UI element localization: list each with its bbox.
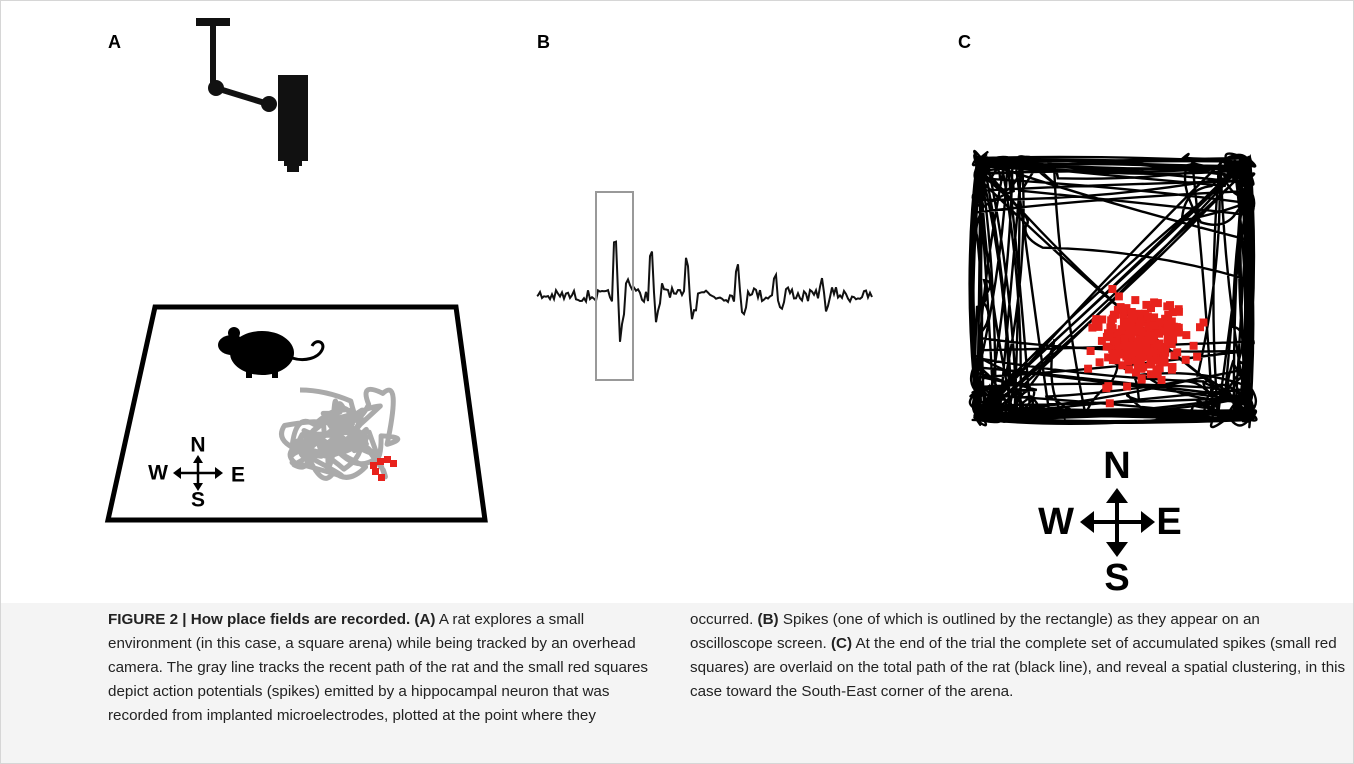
rat bbox=[218, 327, 323, 378]
spike bbox=[1127, 350, 1135, 358]
spike bbox=[1196, 323, 1204, 331]
figure: A B C N W E S N W E bbox=[0, 0, 1354, 604]
spike bbox=[1115, 292, 1123, 300]
spike bbox=[1123, 383, 1131, 391]
spike bbox=[1175, 329, 1183, 337]
spike bbox=[1147, 304, 1155, 312]
compass-e: E bbox=[1156, 501, 1181, 543]
spike bbox=[1146, 332, 1154, 340]
spike bbox=[1164, 311, 1172, 319]
compass-n: N bbox=[190, 434, 205, 457]
spike bbox=[1121, 341, 1129, 349]
spike bbox=[1169, 363, 1177, 371]
spike bbox=[1092, 315, 1100, 323]
spike bbox=[1110, 311, 1118, 319]
spike bbox=[1144, 312, 1152, 320]
spike bbox=[1136, 320, 1144, 328]
caption-run: (C) bbox=[831, 635, 852, 652]
spike bbox=[1193, 353, 1201, 361]
panel-label: B bbox=[537, 32, 550, 52]
spike bbox=[1150, 321, 1158, 329]
compass-s: S bbox=[1104, 557, 1129, 599]
spike bbox=[1135, 310, 1143, 318]
spike bbox=[1142, 344, 1150, 352]
spike bbox=[1152, 356, 1160, 364]
waveform bbox=[537, 242, 872, 342]
spike bbox=[1138, 365, 1146, 373]
spike bbox=[1125, 330, 1133, 338]
compass-s: S bbox=[191, 489, 205, 512]
spike bbox=[1124, 322, 1132, 330]
spike-outline bbox=[596, 192, 633, 380]
spike bbox=[1131, 296, 1139, 304]
spike bbox=[1154, 299, 1162, 307]
spike bbox=[1175, 308, 1183, 316]
spike bbox=[1162, 327, 1170, 335]
recent-path bbox=[282, 389, 398, 478]
spike bbox=[1084, 365, 1092, 373]
panel-label: A bbox=[108, 32, 121, 52]
spike bbox=[1134, 338, 1142, 346]
spike bbox=[1173, 348, 1181, 356]
spike bbox=[1169, 336, 1177, 344]
compass-c bbox=[1080, 488, 1155, 557]
spike bbox=[1109, 324, 1117, 332]
spike bbox=[1138, 374, 1146, 382]
spike bbox=[1096, 358, 1104, 366]
spike bbox=[1115, 351, 1123, 359]
caption-right: occurred. (B) Spikes (one of which is ou… bbox=[690, 608, 1346, 704]
spike bbox=[390, 460, 397, 467]
compass-w: W bbox=[1038, 501, 1074, 543]
spike bbox=[1106, 399, 1114, 407]
caption-run: FIGURE 2 | How place fields are recorded… bbox=[108, 611, 436, 628]
spike bbox=[370, 462, 377, 469]
spike bbox=[1182, 331, 1190, 339]
compass-e: E bbox=[231, 464, 245, 487]
arena bbox=[108, 307, 485, 520]
spike bbox=[1190, 342, 1198, 350]
spike bbox=[1098, 337, 1106, 345]
spike bbox=[377, 458, 384, 465]
compass-a bbox=[173, 455, 223, 491]
spike bbox=[1163, 302, 1171, 310]
caption-run: occurred. bbox=[690, 611, 758, 628]
page: A B C N W E S N W E bbox=[0, 0, 1354, 764]
spike bbox=[372, 468, 379, 475]
compass-w: W bbox=[148, 462, 168, 485]
spike bbox=[1138, 327, 1146, 335]
spike bbox=[1160, 353, 1168, 361]
compass-n: N bbox=[1103, 445, 1130, 487]
spike bbox=[1182, 356, 1190, 364]
spike bbox=[384, 456, 391, 463]
spike bbox=[1156, 364, 1164, 372]
camera bbox=[196, 18, 308, 172]
spike bbox=[1087, 347, 1095, 355]
spike bbox=[1095, 323, 1103, 331]
spike bbox=[1112, 338, 1120, 346]
panel-label: C bbox=[958, 32, 971, 52]
spike bbox=[1104, 382, 1112, 390]
spike bbox=[378, 474, 385, 481]
caption-left: FIGURE 2 | How place fields are recorded… bbox=[108, 608, 656, 728]
spike bbox=[1108, 285, 1116, 293]
caption-run: (B) bbox=[758, 611, 779, 628]
spike bbox=[1119, 305, 1127, 313]
